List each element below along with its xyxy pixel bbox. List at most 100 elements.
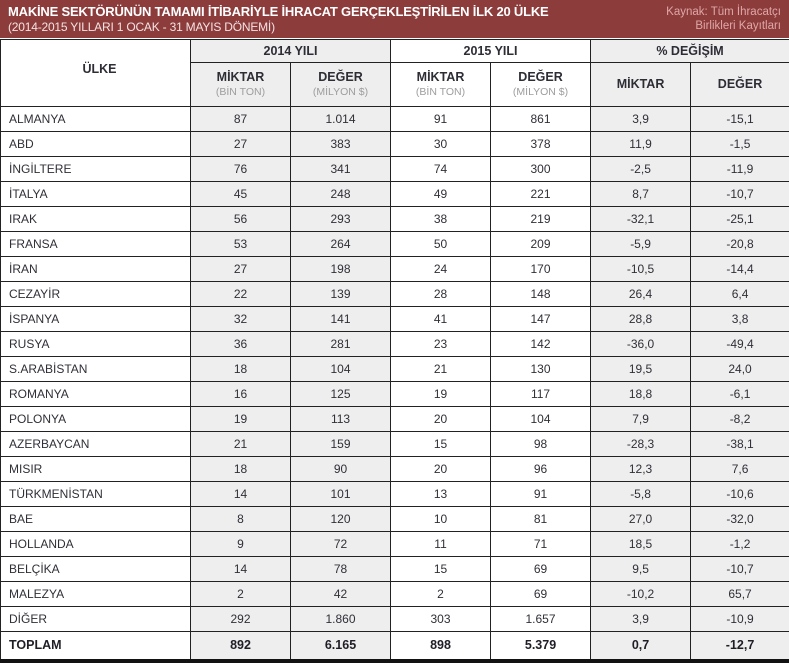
- cell-value: 8: [190, 506, 291, 532]
- table-row: IRAK 56 293 38 219 -32,1 -25,1: [0, 206, 789, 232]
- cell-value: -14,4: [690, 256, 789, 282]
- table-row: İTALYA 45 248 49 221 8,7 -10,7: [0, 181, 789, 207]
- table-row: BELÇİKA 14 78 15 69 9,5 -10,7: [0, 556, 789, 582]
- sub-label: MİKTAR: [616, 76, 665, 91]
- cell-country: İNGİLTERE: [0, 156, 191, 182]
- table-row: HOLLANDA 9 72 11 71 18,5 -1,2: [0, 531, 789, 557]
- table-row: DİĞER 292 1.860 303 1.657 3,9 -10,9: [0, 606, 789, 632]
- cell-value: 219: [490, 206, 592, 232]
- cell-value: 892: [190, 631, 291, 661]
- cell-value: 76: [190, 156, 291, 182]
- sub-label: DEĞER: [518, 70, 563, 85]
- cell-country: FRANSA: [0, 231, 191, 257]
- column-header-2014-miktar: MİKTAR (BİN TON): [190, 62, 291, 107]
- cell-country: S.ARABİSTAN: [0, 356, 191, 382]
- table-row: FRANSA 53 264 50 209 -5,9 -20,8: [0, 231, 789, 257]
- cell-value: 78: [289, 556, 392, 582]
- cell-value: 378: [490, 131, 592, 157]
- cell-value: 19,5: [590, 356, 692, 382]
- cell-value: 87: [190, 106, 291, 132]
- cell-value: -49,4: [690, 331, 789, 357]
- cell-value: -12,7: [690, 631, 789, 661]
- cell-value: 24,0: [690, 356, 789, 382]
- cell-value: 14: [190, 556, 291, 582]
- source-note: Kaynak: Tüm İhracatçı Birlikleri Kayıtla…: [666, 5, 781, 34]
- cell-value: -2,5: [590, 156, 692, 182]
- cell-value: 91: [490, 481, 592, 507]
- cell-country: BELÇİKA: [0, 556, 191, 582]
- cell-country: TÜRKMENİSTAN: [0, 481, 191, 507]
- cell-value: -32,1: [590, 206, 692, 232]
- cell-value: 142: [490, 331, 592, 357]
- column-header-country: ÜLKE: [0, 39, 191, 107]
- cell-value: 2: [390, 581, 492, 607]
- table-row: POLONYA 19 113 20 104 7,9 -8,2: [0, 406, 789, 432]
- cell-value: 91: [390, 106, 492, 132]
- cell-value: -10,2: [590, 581, 692, 607]
- column-group-2014: 2014 YILI: [189, 39, 392, 63]
- table-total-row: TOPLAM 892 6.165 898 5.379 0,7 -12,7: [0, 631, 789, 661]
- cell-country: RUSYA: [0, 331, 191, 357]
- table-row: CEZAYİR 22 139 28 148 26,4 6,4: [0, 281, 789, 307]
- sub-unit: (BİN TON): [415, 86, 466, 99]
- cell-value: 120: [289, 506, 392, 532]
- cell-country: CEZAYİR: [0, 281, 191, 307]
- cell-value: 125: [289, 381, 392, 407]
- cell-value: 24: [390, 256, 492, 282]
- column-header-2014-deger: DEĞER (MİLYON $): [289, 62, 392, 107]
- cell-value: 41: [390, 306, 492, 332]
- cell-value: 147: [490, 306, 592, 332]
- cell-value: -28,3: [590, 431, 692, 457]
- cell-value: -10,5: [590, 256, 692, 282]
- cell-country: DİĞER: [0, 606, 191, 632]
- cell-value: 113: [289, 406, 392, 432]
- title-block: MAKİNE SEKTÖRÜNÜN TAMAMI İTİBARİYLE İHRA…: [8, 4, 549, 34]
- cell-value: 38: [390, 206, 492, 232]
- cell-value: 14: [190, 481, 291, 507]
- cell-value: 30: [390, 131, 492, 157]
- cell-value: 19: [390, 381, 492, 407]
- cell-value: -8,2: [690, 406, 789, 432]
- cell-value: 27: [190, 256, 291, 282]
- cell-value: 3,8: [690, 306, 789, 332]
- cell-value: 264: [289, 231, 392, 257]
- cell-value: -38,1: [690, 431, 789, 457]
- cell-value: 18,5: [590, 531, 692, 557]
- cell-value: 3,9: [590, 106, 692, 132]
- table-row: ROMANYA 16 125 19 117 18,8 -6,1: [0, 381, 789, 407]
- cell-value: 20: [390, 406, 492, 432]
- table-row: MALEZYA 2 42 2 69 -10,2 65,7: [0, 581, 789, 607]
- source-line-1: Kaynak: Tüm İhracatçı: [666, 5, 781, 18]
- cell-value: 209: [490, 231, 592, 257]
- cell-value: 56: [190, 206, 291, 232]
- cell-value: 170: [490, 256, 592, 282]
- cell-value: 96: [490, 456, 592, 482]
- cell-value: 27,0: [590, 506, 692, 532]
- sub-unit: (BİN TON): [215, 86, 266, 99]
- cell-value: 22: [190, 281, 291, 307]
- cell-value: 69: [490, 581, 592, 607]
- cell-value: 1.860: [289, 606, 392, 632]
- cell-value: 32: [190, 306, 291, 332]
- cell-value: 9,5: [590, 556, 692, 582]
- export-table: ÜLKE 2014 YILI 2015 YILI % DEĞİŞİM MİKTA…: [0, 39, 789, 663]
- cell-value: -5,8: [590, 481, 692, 507]
- cell-value: 36: [190, 331, 291, 357]
- cell-value: 50: [390, 231, 492, 257]
- sub-label: DEĞER: [318, 70, 363, 85]
- cell-value: 148: [490, 281, 592, 307]
- cell-value: -15,1: [690, 106, 789, 132]
- cell-value: 221: [490, 181, 592, 207]
- cell-value: -5,9: [590, 231, 692, 257]
- cell-value: 65,7: [690, 581, 789, 607]
- cell-value: 18: [190, 356, 291, 382]
- cell-value: 6.165: [289, 631, 392, 661]
- cell-value: -25,1: [690, 206, 789, 232]
- cell-country: MISIR: [0, 456, 191, 482]
- cell-country: IRAK: [0, 206, 191, 232]
- cell-value: 28: [390, 281, 492, 307]
- column-header-2015-miktar: MİKTAR (BİN TON): [390, 62, 492, 107]
- cell-value: 198: [289, 256, 392, 282]
- cell-country: İRAN: [0, 256, 191, 282]
- table-row: MISIR 18 90 20 96 12,3 7,6: [0, 456, 789, 482]
